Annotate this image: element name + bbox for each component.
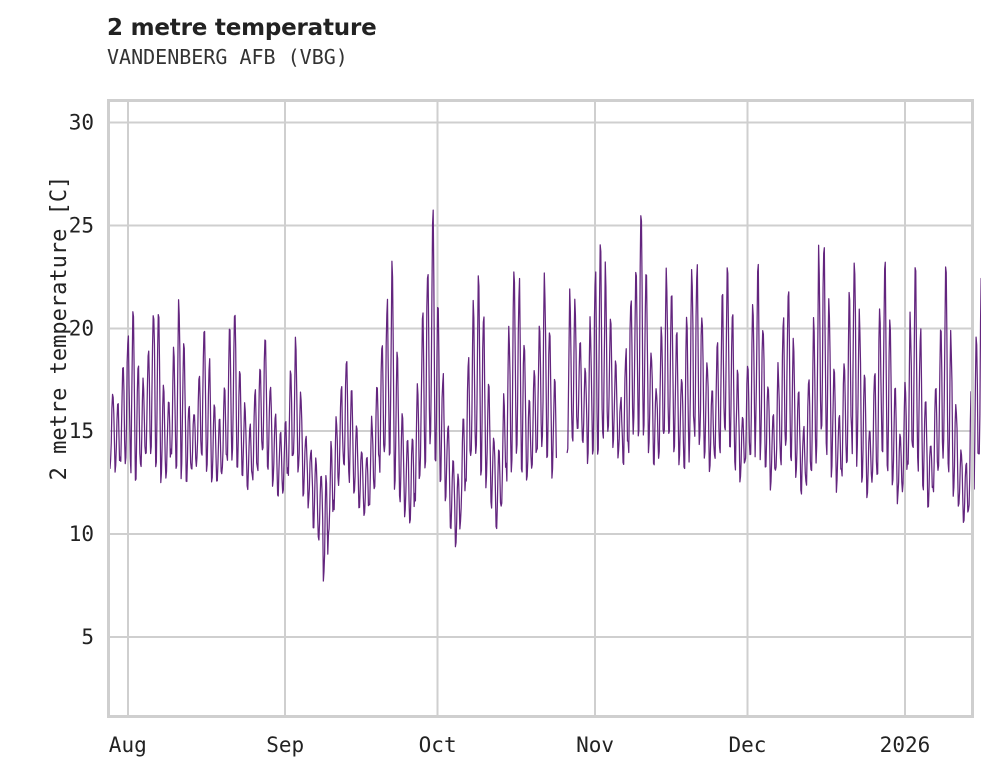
y-tick-label: 20: [69, 316, 94, 340]
x-tick-label: Nov: [576, 733, 614, 757]
y-tick-label: 10: [69, 522, 94, 546]
y-axis-ticks: 5 10 15 20 25 30: [69, 111, 94, 649]
series-line: [109, 209, 557, 582]
x-tick-label: Dec: [729, 733, 767, 757]
series-line: [566, 215, 981, 523]
series-group: [109, 209, 981, 582]
y-tick-label: 5: [81, 625, 94, 649]
y-tick-label: 25: [69, 213, 94, 237]
y-tick-label: 30: [69, 111, 94, 135]
x-axis-ticks: Aug Sep Oct Nov Dec 2026: [109, 733, 930, 757]
x-tick-label: Sep: [266, 733, 304, 757]
chart-subtitle: VANDENBERG AFB (VBG): [107, 45, 348, 69]
page-title: 2 metre temperature: [107, 15, 377, 41]
title-block: 2 metre temperature VANDENBERG AFB (VBG): [107, 14, 907, 70]
plot-border: [107, 99, 974, 718]
x-tick-label: Oct: [419, 733, 457, 757]
gridlines: [109, 101, 972, 716]
x-tick-label: Aug: [109, 733, 147, 757]
x-tick-label: 2026: [880, 733, 931, 757]
y-tick-label: 15: [69, 419, 94, 443]
